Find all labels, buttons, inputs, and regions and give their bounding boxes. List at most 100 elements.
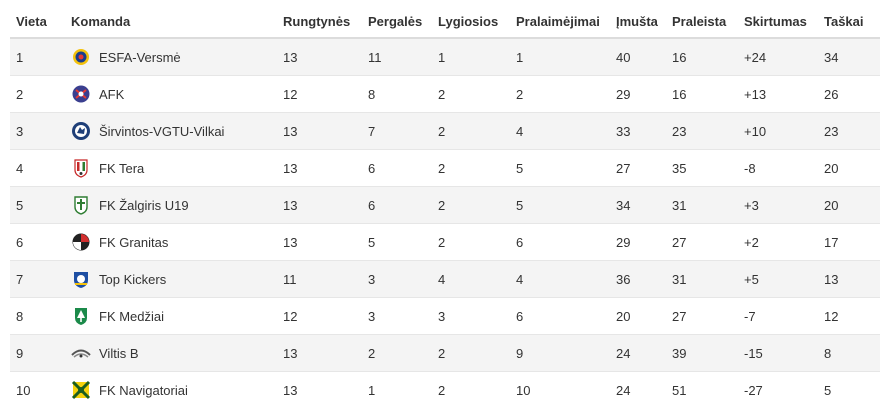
- played-cell: 13: [277, 371, 362, 408]
- goals-against-cell: 16: [666, 75, 738, 113]
- sirvintos-vilkai-logo-icon: [71, 121, 91, 141]
- header-komanda[interactable]: Komanda: [65, 5, 277, 39]
- goal-difference-cell: -8: [738, 149, 818, 187]
- team-link[interactable]: FK Žalgiris U19: [71, 195, 277, 215]
- points-cell: 8: [818, 334, 880, 372]
- team-cell: Viltis B: [65, 334, 277, 372]
- points-cell: 12: [818, 297, 880, 335]
- won-cell: 6: [362, 186, 432, 224]
- points-cell: 23: [818, 112, 880, 150]
- goals-against-cell: 31: [666, 260, 738, 298]
- played-cell: 12: [277, 297, 362, 335]
- draw-cell: 3: [432, 297, 510, 335]
- team-cell: FK Granitas: [65, 223, 277, 261]
- team-name[interactable]: AFK: [99, 86, 125, 102]
- team-link[interactable]: FK Navigatoriai: [71, 380, 277, 400]
- played-cell: 13: [277, 37, 362, 76]
- goals-for-cell: 34: [610, 186, 666, 224]
- team-name[interactable]: FK Žalgiris U19: [99, 197, 189, 213]
- lost-cell: 6: [510, 297, 610, 335]
- header-vieta[interactable]: Vieta: [10, 5, 65, 39]
- goal-difference-cell: -7: [738, 297, 818, 335]
- team-name[interactable]: Širvintos-VGTU-Vilkai: [99, 123, 225, 139]
- header-rungtynes[interactable]: Rungtynės: [277, 5, 362, 39]
- won-cell: 6: [362, 149, 432, 187]
- table-row[interactable]: 3 Širvintos-VGTU-Vilkai 13 7 2 4 33 23 +10 23: [10, 112, 880, 150]
- lost-cell: 4: [510, 112, 610, 150]
- goals-for-cell: 24: [610, 334, 666, 372]
- lost-cell: 2: [510, 75, 610, 113]
- points-cell: 17: [818, 223, 880, 261]
- header-pergales[interactable]: Pergalės: [362, 5, 432, 39]
- goals-against-cell: 31: [666, 186, 738, 224]
- viltis-b-logo-icon: [71, 343, 91, 363]
- header-taskai[interactable]: Taškai: [818, 5, 880, 39]
- played-cell: 13: [277, 334, 362, 372]
- table-row[interactable]: 7 Top Kickers 11 3 4 4 36 31 +5 13: [10, 260, 880, 298]
- draw-cell: 2: [432, 112, 510, 150]
- table-row[interactable]: 5 FK Žalgiris U19 13 6 2 5 34 31 +3 20: [10, 186, 880, 224]
- points-cell: 13: [818, 260, 880, 298]
- position-cell: 4: [10, 149, 65, 187]
- goals-for-cell: 40: [610, 37, 666, 76]
- goals-for-cell: 20: [610, 297, 666, 335]
- top-kickers-logo-icon: [71, 269, 91, 289]
- won-cell: 5: [362, 223, 432, 261]
- team-cell: Top Kickers: [65, 260, 277, 298]
- team-link[interactable]: Širvintos-VGTU-Vilkai: [71, 121, 277, 141]
- team-name[interactable]: FK Tera: [99, 160, 145, 176]
- won-cell: 3: [362, 297, 432, 335]
- table-row[interactable]: 9 Viltis B 13 2 2 9 24 39 -15 8: [10, 334, 880, 372]
- team-name[interactable]: Top Kickers: [99, 271, 167, 287]
- position-cell: 7: [10, 260, 65, 298]
- header-imusta[interactable]: Įmušta: [610, 5, 666, 39]
- table-row[interactable]: 6 FK Granitas 13 5 2 6 29 27 +2 17: [10, 223, 880, 261]
- lost-cell: 5: [510, 186, 610, 224]
- header-pralaimejimai[interactable]: Pralaimėjimai: [510, 5, 610, 39]
- team-name[interactable]: FK Medžiai: [99, 308, 165, 324]
- goal-difference-cell: -15: [738, 334, 818, 372]
- goals-for-cell: 29: [610, 75, 666, 113]
- table-row[interactable]: 8 FK Medžiai 12 3 3 6 20 27 -7 12: [10, 297, 880, 335]
- fk-tera-logo-icon: [71, 158, 91, 178]
- table-row[interactable]: 10 FK Navigatoriai 13 1 2 10 24 51 -27 5: [10, 371, 880, 408]
- team-link[interactable]: AFK: [71, 84, 277, 104]
- goal-difference-cell: +13: [738, 75, 818, 113]
- team-link[interactable]: FK Medžiai: [71, 306, 277, 326]
- lost-cell: 10: [510, 371, 610, 408]
- team-link[interactable]: Viltis B: [71, 343, 277, 363]
- team-name[interactable]: FK Granitas: [99, 234, 169, 250]
- goals-for-cell: 27: [610, 149, 666, 187]
- team-link[interactable]: FK Granitas: [71, 232, 277, 252]
- table-row[interactable]: 4 FK Tera 13 6 2 5 27 35 -8 20: [10, 149, 880, 187]
- table-row[interactable]: 1 ESFA-Versmė 13 11 1 1 40 16 +24 34: [10, 37, 880, 76]
- goals-for-cell: 24: [610, 371, 666, 408]
- draw-cell: 2: [432, 223, 510, 261]
- draw-cell: 4: [432, 260, 510, 298]
- fk-navigatoriai-logo-icon: [71, 380, 91, 400]
- draw-cell: 2: [432, 371, 510, 408]
- header-lygiosios[interactable]: Lygiosios: [432, 5, 510, 39]
- table-row[interactable]: 2 AFK 12 8 2 2 29 16 +13 26: [10, 75, 880, 113]
- team-cell: FK Žalgiris U19: [65, 186, 277, 224]
- header-skirtumas[interactable]: Skirtumas: [738, 5, 818, 39]
- team-link[interactable]: FK Tera: [71, 158, 277, 178]
- fk-medziai-logo-icon: [71, 306, 91, 326]
- header-praleista[interactable]: Praleista: [666, 5, 738, 39]
- draw-cell: 1: [432, 37, 510, 76]
- team-link[interactable]: Top Kickers: [71, 269, 277, 289]
- goal-difference-cell: +10: [738, 112, 818, 150]
- position-cell: 6: [10, 223, 65, 261]
- goals-against-cell: 16: [666, 37, 738, 76]
- points-cell: 5: [818, 371, 880, 408]
- lost-cell: 9: [510, 334, 610, 372]
- team-name[interactable]: ESFA-Versmė: [99, 49, 181, 65]
- won-cell: 1: [362, 371, 432, 408]
- goals-against-cell: 35: [666, 149, 738, 187]
- team-name[interactable]: FK Navigatoriai: [99, 382, 188, 398]
- team-name[interactable]: Viltis B: [99, 345, 139, 361]
- team-link[interactable]: ESFA-Versmė: [71, 47, 277, 67]
- goals-against-cell: 27: [666, 297, 738, 335]
- position-cell: 9: [10, 334, 65, 372]
- played-cell: 13: [277, 112, 362, 150]
